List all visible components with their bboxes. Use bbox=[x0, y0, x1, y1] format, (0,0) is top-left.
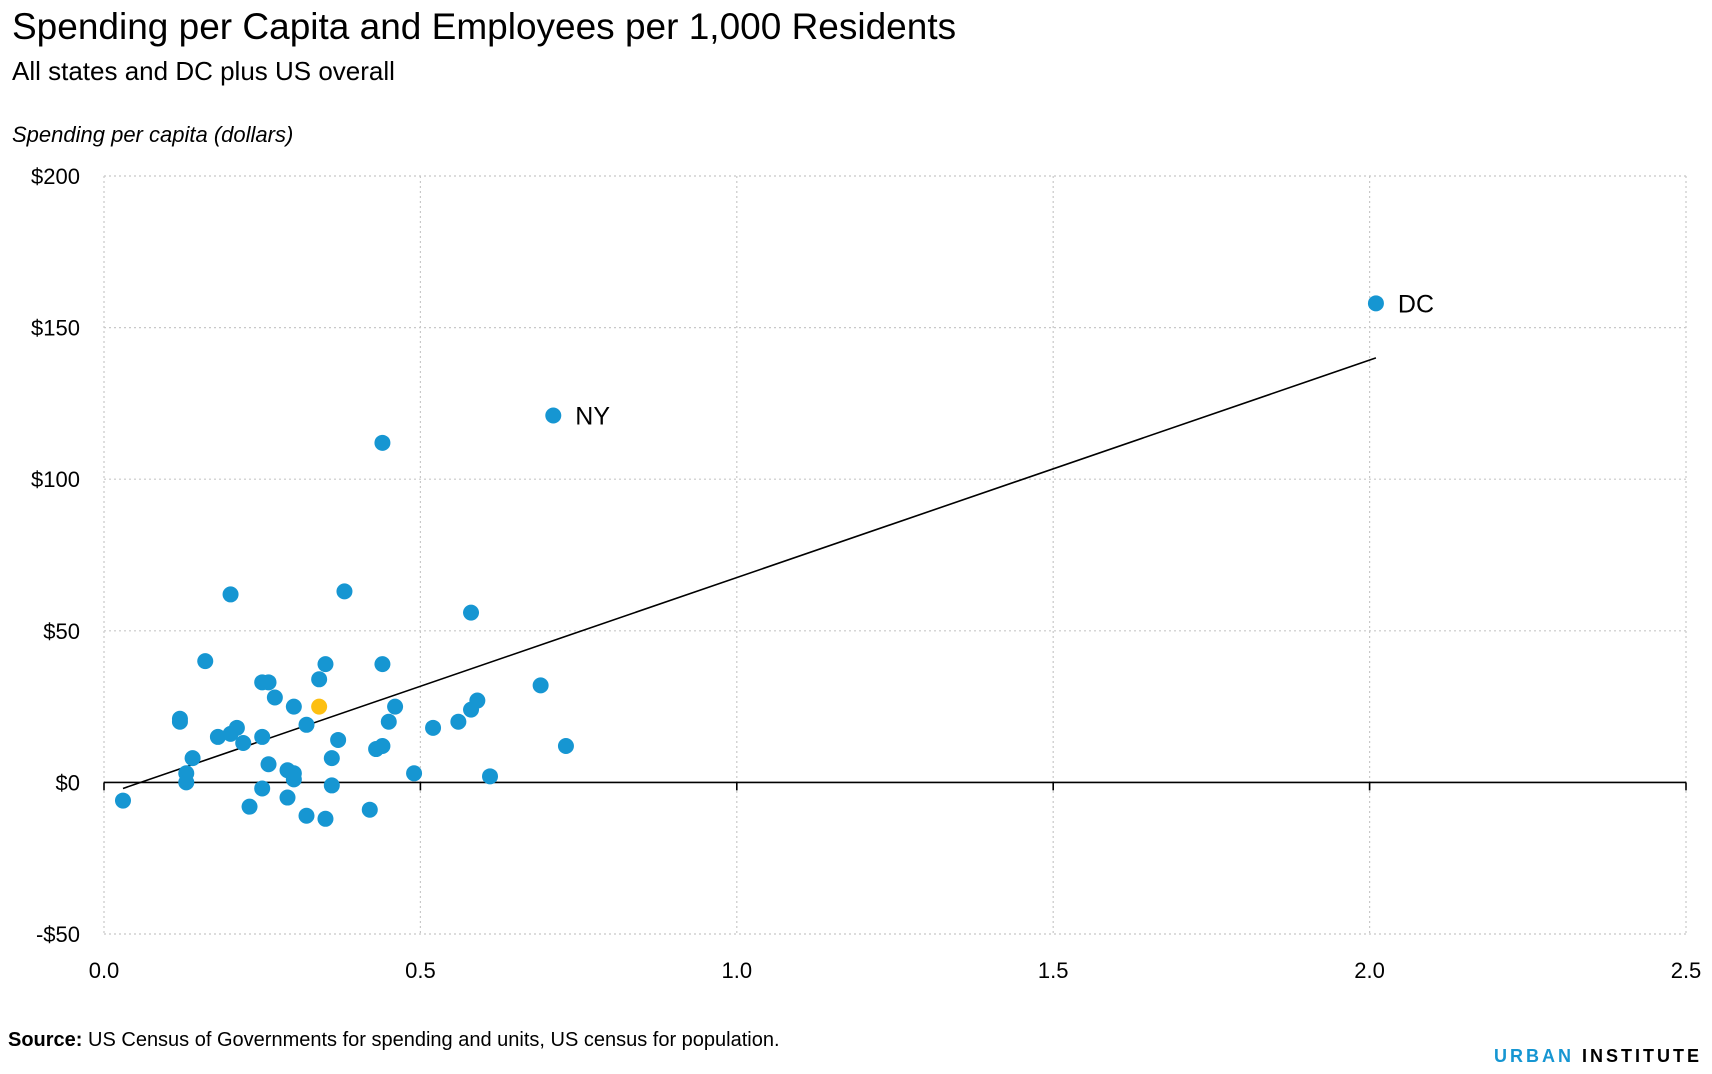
state-point bbox=[235, 734, 252, 751]
state-point bbox=[557, 738, 574, 755]
state-point bbox=[114, 792, 131, 809]
state-point bbox=[330, 731, 347, 748]
chart-subtitle: All states and DC plus US overall bbox=[12, 56, 395, 86]
logo-part-institute: INSTITUTE bbox=[1582, 1046, 1702, 1066]
state-point bbox=[298, 807, 315, 824]
chart-title: Spending per Capita and Employees per 1,… bbox=[12, 6, 957, 47]
trendline bbox=[122, 357, 1377, 790]
grid-lines bbox=[103, 175, 1687, 935]
state-point bbox=[374, 656, 391, 673]
state-point bbox=[545, 407, 562, 424]
state-point bbox=[463, 604, 480, 621]
state-point bbox=[266, 689, 283, 706]
y-tick-label: $150 bbox=[31, 316, 80, 341]
state-point bbox=[178, 774, 195, 791]
state-point bbox=[463, 701, 480, 718]
trendline-group bbox=[122, 357, 1377, 790]
state-point bbox=[241, 798, 258, 815]
point-label: NY bbox=[575, 403, 610, 431]
state-point bbox=[298, 716, 315, 733]
state-point bbox=[285, 698, 302, 715]
state-point bbox=[1367, 295, 1384, 312]
state-point bbox=[171, 710, 188, 727]
state-point bbox=[323, 777, 340, 794]
source-label: Source: bbox=[8, 1029, 83, 1051]
state-point bbox=[254, 674, 271, 691]
state-point bbox=[317, 656, 334, 673]
state-point bbox=[368, 741, 385, 758]
state-point bbox=[254, 728, 271, 745]
y-tick-label: $200 bbox=[31, 164, 80, 189]
state-point bbox=[425, 719, 442, 736]
us-overall-point bbox=[311, 698, 328, 715]
source-note: Source: US Census of Governments for spe… bbox=[8, 1029, 780, 1052]
state-point bbox=[450, 713, 467, 730]
state-point bbox=[311, 671, 328, 688]
state-point bbox=[380, 713, 397, 730]
y-axis-label: Spending per capita (dollars) bbox=[12, 122, 294, 147]
state-point bbox=[197, 653, 214, 670]
state-point bbox=[260, 756, 277, 773]
x-tick-label: 1.5 bbox=[1038, 958, 1069, 983]
tick-labels: -$50 $0 $50 $100 $150 $200 0.0 0.5 1.0 1.5 2.0 2.5 D… bbox=[31, 164, 1701, 983]
state-point bbox=[532, 677, 549, 694]
point-label: DC bbox=[1398, 290, 1434, 318]
state-point bbox=[285, 771, 302, 788]
state-point bbox=[336, 583, 353, 600]
urban-institute-logo: URBAN INSTITUTE bbox=[1494, 1046, 1702, 1067]
data-points bbox=[114, 295, 1384, 827]
state-point bbox=[387, 698, 404, 715]
y-tick-label: $50 bbox=[43, 619, 80, 644]
y-tick-label: $100 bbox=[31, 467, 80, 492]
state-point bbox=[374, 434, 391, 451]
state-point bbox=[279, 789, 296, 806]
x-tick-label: 1.0 bbox=[722, 958, 753, 983]
state-point bbox=[222, 725, 239, 742]
x-tick-label: 2.5 bbox=[1671, 958, 1702, 983]
source-text: US Census of Governments for spending an… bbox=[88, 1029, 780, 1051]
x-tick-label: 2.0 bbox=[1354, 958, 1385, 983]
y-tick-label: -$50 bbox=[36, 922, 80, 947]
state-point bbox=[323, 750, 340, 767]
state-point bbox=[482, 768, 499, 785]
logo-part-urban: URBAN bbox=[1493, 1046, 1574, 1066]
state-point bbox=[406, 765, 423, 782]
state-point bbox=[361, 801, 378, 818]
x-tick-label: 0.5 bbox=[405, 958, 436, 983]
state-point bbox=[184, 750, 201, 767]
state-point bbox=[254, 780, 271, 797]
state-point bbox=[209, 728, 226, 745]
x-tick-label: 0.0 bbox=[89, 958, 120, 983]
state-point bbox=[317, 810, 334, 827]
axes bbox=[103, 781, 1687, 791]
y-tick-label: $0 bbox=[56, 770, 80, 795]
state-point bbox=[222, 586, 239, 603]
